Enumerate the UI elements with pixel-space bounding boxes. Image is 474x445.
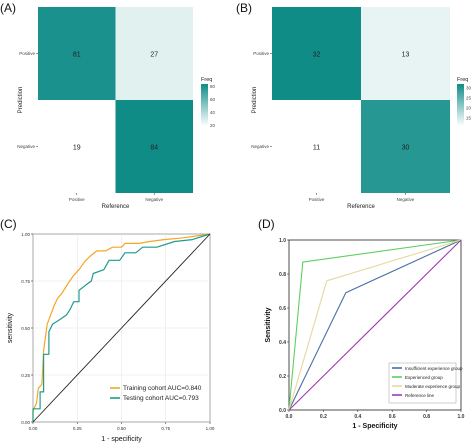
heatmap-cell bbox=[38, 100, 116, 193]
panel-c: (C) 0.00 0.25 0.50 0.75 1.00 0.00 0.25 0.50 0.75 1… bbox=[0, 217, 215, 443]
legend-tick-label: 25 bbox=[466, 96, 472, 101]
y-tick-label: 1.0 bbox=[279, 238, 286, 244]
cell-value-label: 11 bbox=[313, 145, 320, 152]
heatmap-cell bbox=[272, 7, 361, 100]
x-axis-label: 1 - specificity bbox=[101, 436, 142, 443]
legend-tick-label: 15 bbox=[466, 116, 472, 121]
x-tick-label: Positive bbox=[69, 197, 85, 202]
y-tick-label: Negative bbox=[251, 144, 269, 149]
x-tick-label: Positive bbox=[309, 197, 325, 202]
y-axis-label: Prediction bbox=[252, 87, 258, 114]
legend-tick-label: 80 bbox=[210, 84, 216, 89]
x-tick-label: 0.50 bbox=[117, 426, 126, 431]
x-tick-label: 0.6 bbox=[389, 414, 396, 420]
legend-entry: Moderate experience group bbox=[405, 384, 461, 389]
heatmap-cell bbox=[38, 7, 116, 100]
legend: Insufficient experience group Experienced… bbox=[388, 362, 463, 404]
heatmap-cell bbox=[361, 100, 450, 193]
x-tick-label: 1.00 bbox=[206, 426, 215, 431]
cell-value-label: 27 bbox=[150, 52, 158, 59]
legend-tick-label: 60 bbox=[210, 97, 216, 102]
panel-a: (A) 81 27 19 84 Positive Negative Positive Negat… bbox=[0, 1, 216, 210]
x-tick-label: 0.25 bbox=[73, 426, 82, 431]
y-tick-label: 0.50 bbox=[21, 326, 30, 331]
y-tick-label: 1.00 bbox=[21, 232, 30, 237]
panel-d: (D) 0.0 0.2 0.4 0.6 0.8 1.0 0.0 0.2 0.4 0.6 0.8 1.0 1… bbox=[258, 217, 465, 430]
heatmap-cell bbox=[272, 100, 361, 193]
legend-title: Freq bbox=[457, 77, 468, 83]
cell-value-label: 30 bbox=[402, 145, 410, 152]
cell-value-label: 32 bbox=[313, 52, 321, 59]
y-axis-label: Prediction bbox=[18, 87, 24, 114]
x-tick-label: 0.0 bbox=[286, 414, 293, 420]
x-tick-label: 0.8 bbox=[423, 414, 430, 420]
legend-colorbar bbox=[201, 84, 208, 126]
cell-value-label: 84 bbox=[150, 145, 158, 152]
x-tick-label: 1.0 bbox=[458, 414, 465, 420]
y-axis-label: Sensitivity bbox=[265, 307, 272, 342]
x-axis-label: Reference bbox=[347, 204, 375, 210]
x-tick-label: 0.00 bbox=[29, 426, 38, 431]
y-tick-label: Negative bbox=[17, 144, 35, 149]
cell-value-label: 81 bbox=[73, 52, 81, 59]
y-tick-label: 0.0 bbox=[279, 408, 286, 414]
panel-b: (B) 32 13 11 30 Positive Negative Positive Negat… bbox=[236, 1, 472, 210]
reference-line bbox=[32, 233, 211, 423]
x-tick-label: Negative bbox=[145, 197, 163, 202]
roc-curve bbox=[32, 233, 211, 422]
legend-entry: Training cohort AUC=0.840 bbox=[123, 385, 202, 392]
legend-title: Freq bbox=[201, 77, 212, 83]
legend-entry: Insufficient experience group bbox=[405, 366, 463, 371]
legend-tick-label: 20 bbox=[466, 106, 472, 111]
legend-entry: Experienced group bbox=[405, 375, 443, 380]
legend-tick-label: 30 bbox=[466, 86, 472, 91]
y-tick-label: 0.2 bbox=[279, 374, 286, 380]
panel-label: (B) bbox=[236, 1, 252, 15]
y-tick-label: 0.00 bbox=[21, 420, 30, 425]
roc-curve bbox=[288, 239, 462, 411]
heatmap-cell bbox=[115, 100, 193, 193]
y-tick-label: 0.4 bbox=[279, 340, 286, 346]
legend-colorbar bbox=[457, 84, 464, 126]
x-tick-label: 0.75 bbox=[161, 426, 170, 431]
panel-label: (D) bbox=[258, 217, 275, 231]
cell-value-label: 13 bbox=[402, 52, 410, 59]
legend-tick-label: 40 bbox=[210, 110, 216, 115]
y-axis-label: sensitivity bbox=[7, 312, 14, 343]
legend-entry: Reference line bbox=[405, 393, 435, 398]
y-tick-label: 0.75 bbox=[21, 279, 30, 284]
heatmap-cell bbox=[361, 7, 450, 100]
panel-label: (A) bbox=[0, 1, 16, 15]
roc-curve bbox=[288, 239, 462, 411]
roc-curve bbox=[288, 239, 462, 411]
y-tick-label: 0.6 bbox=[279, 306, 286, 312]
x-axis-label: Reference bbox=[102, 204, 130, 210]
legend-box bbox=[388, 362, 457, 404]
legend-entry: Testing cohort AUC=0.793 bbox=[123, 395, 199, 402]
x-tick-label: 0.2 bbox=[320, 414, 327, 420]
roc-curve bbox=[32, 233, 211, 422]
heatmap-cell bbox=[115, 7, 193, 100]
y-tick-label: Positive bbox=[253, 51, 269, 56]
y-tick-label: 0.25 bbox=[21, 373, 30, 378]
legend: Training cohort AUC=0.840 Testing cohort … bbox=[110, 385, 202, 402]
roc-curve bbox=[288, 239, 462, 411]
x-tick-label: Negative bbox=[397, 197, 415, 202]
x-axis-label: 1 - Specificity bbox=[352, 423, 397, 430]
legend-tick-label: 20 bbox=[210, 123, 216, 128]
cell-value-label: 19 bbox=[73, 145, 81, 152]
panel-label: (C) bbox=[0, 217, 17, 231]
y-tick-label: 0.8 bbox=[279, 272, 286, 278]
x-tick-label: 0.4 bbox=[354, 414, 361, 420]
y-tick-label: Positive bbox=[19, 51, 35, 56]
